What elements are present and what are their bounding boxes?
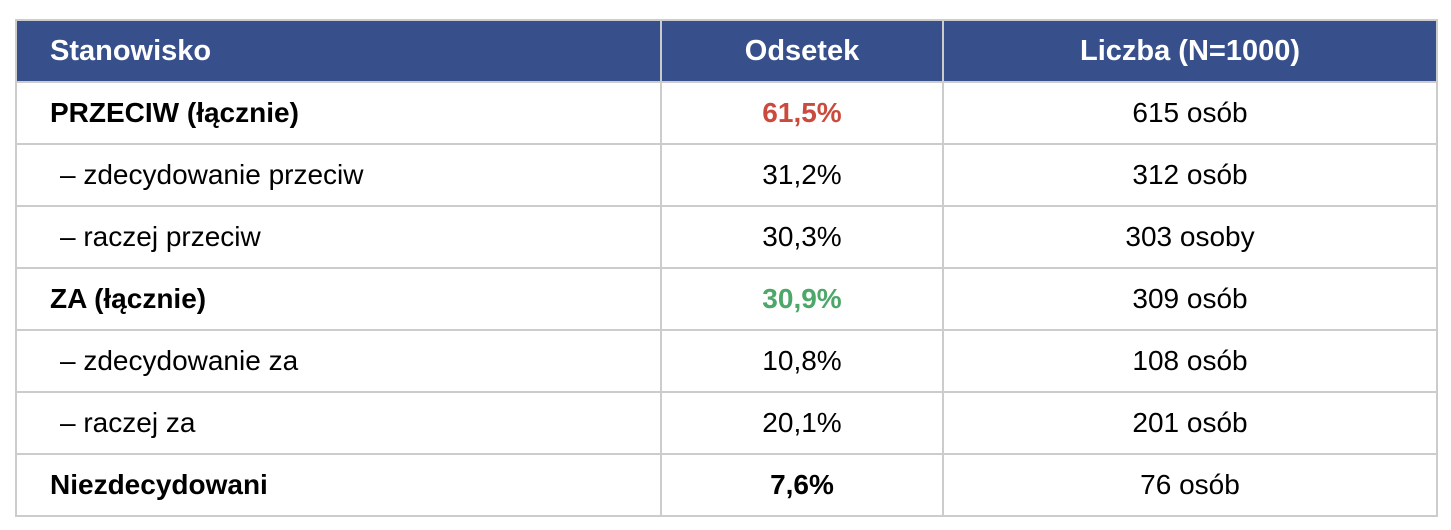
- row-percent: 30,3%: [660, 205, 944, 269]
- row-label: – raczej przeciw: [15, 205, 662, 269]
- row-count: 76 osób: [942, 453, 1438, 517]
- row-count: 615 osób: [942, 81, 1438, 145]
- survey-results-table: Stanowisko Odsetek Liczba (N=1000) PRZEC…: [15, 19, 1438, 517]
- row-label: – raczej za: [15, 391, 662, 455]
- row-count: 303 osoby: [942, 205, 1438, 269]
- table-row-za-total: ZA (łącznie) 30,9% 309 osób: [15, 267, 1438, 331]
- header-row: Stanowisko Odsetek Liczba (N=1000): [15, 19, 1438, 83]
- table-row-raczej-za: – raczej za 20,1% 201 osób: [15, 391, 1438, 455]
- column-header-stanowisko: Stanowisko: [15, 19, 662, 83]
- row-count: 108 osób: [942, 329, 1438, 393]
- row-percent: 31,2%: [660, 143, 944, 207]
- row-count: 201 osób: [942, 391, 1438, 455]
- row-label: – zdecydowanie przeciw: [15, 143, 662, 207]
- survey-results-table-container: Stanowisko Odsetek Liczba (N=1000) PRZEC…: [15, 19, 1438, 517]
- row-percent: 30,9%: [660, 267, 944, 331]
- table-row-zdecydowanie-za: – zdecydowanie za 10,8% 108 osób: [15, 329, 1438, 393]
- row-count: 312 osób: [942, 143, 1438, 207]
- row-percent: 61,5%: [660, 81, 944, 145]
- column-header-liczba: Liczba (N=1000): [942, 19, 1438, 83]
- row-label: PRZECIW (łącznie): [15, 81, 662, 145]
- row-label: Niezdecydowani: [15, 453, 662, 517]
- table-row-niezdecydowani: Niezdecydowani 7,6% 76 osób: [15, 453, 1438, 517]
- table-header: Stanowisko Odsetek Liczba (N=1000): [15, 19, 1438, 83]
- row-percent: 20,1%: [660, 391, 944, 455]
- table-row-zdecydowanie-przeciw: – zdecydowanie przeciw 31,2% 312 osób: [15, 143, 1438, 207]
- row-percent: 10,8%: [660, 329, 944, 393]
- column-header-odsetek: Odsetek: [660, 19, 944, 83]
- row-count: 309 osób: [942, 267, 1438, 331]
- table-row-przeciw-total: PRZECIW (łącznie) 61,5% 615 osób: [15, 81, 1438, 145]
- row-label: – zdecydowanie za: [15, 329, 662, 393]
- table-row-raczej-przeciw: – raczej przeciw 30,3% 303 osoby: [15, 205, 1438, 269]
- row-label: ZA (łącznie): [15, 267, 662, 331]
- row-percent: 7,6%: [660, 453, 944, 517]
- table-body: PRZECIW (łącznie) 61,5% 615 osób – zdecy…: [15, 81, 1438, 517]
